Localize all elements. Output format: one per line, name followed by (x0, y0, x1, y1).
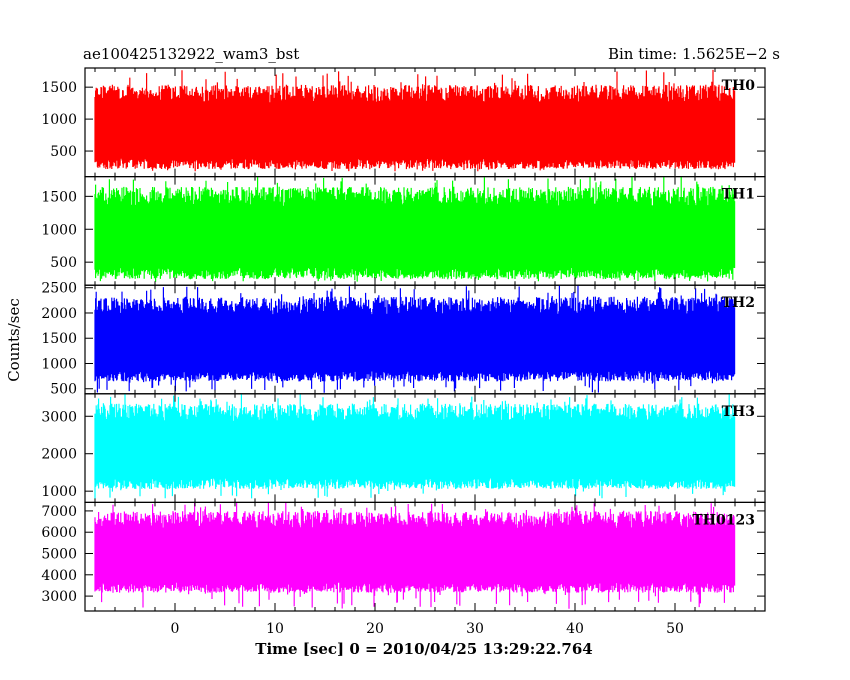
y-tick-label: 2000 (41, 306, 77, 322)
x-tick-label: 40 (566, 621, 584, 637)
y-tick-label: 1000 (41, 484, 77, 500)
y-tick-label: 500 (50, 144, 77, 160)
y-tick-label: 1000 (41, 222, 77, 238)
series-label: TH2 (722, 295, 755, 311)
series-line-th0123 (94, 502, 736, 609)
x-axis-label: Time [sec] 0 = 2010/04/25 13:29:22.764 (255, 640, 592, 658)
series-label: TH0 (722, 78, 756, 94)
x-tick-label: 50 (666, 621, 684, 637)
x-tick-label: 10 (266, 621, 284, 637)
y-axis-label: Counts/sec (5, 298, 23, 382)
y-tick-label: 1500 (41, 331, 77, 347)
title-left: ae100425132922_wam3_bst (83, 45, 299, 63)
panel-th1: 500 1000 1500 TH1 (41, 176, 766, 286)
y-tick-label: 6000 (41, 525, 77, 541)
y-tick-label: 4000 (41, 568, 77, 584)
panel-th0: 500 1000 1500 TH0 (41, 67, 766, 178)
y-tick-label: 3000 (41, 409, 77, 425)
x-tick-label: 0 (171, 621, 180, 637)
y-tick-label: 500 (50, 255, 77, 271)
y-tick-label: 7000 (41, 504, 77, 520)
panel-th0123: 3000 4000 5000 6000 7000 TH0123 0 10 20 30 40 50 (41, 501, 766, 637)
y-tick-label: 1500 (41, 189, 77, 205)
x-tick-label: 30 (466, 621, 484, 637)
panel-frame (84, 501, 766, 612)
y-tick-label: 1500 (41, 80, 77, 96)
series-label: TH0123 (692, 512, 755, 528)
series-line-th0 (94, 69, 736, 172)
title-right: Bin time: 1.5625E−2 s (608, 45, 780, 63)
y-tick-label: 2000 (41, 447, 77, 463)
y-tick-label: 3000 (41, 589, 77, 605)
y-tick-label: 1000 (41, 112, 77, 128)
y-tick-label: 2500 (41, 281, 77, 297)
y-tick-label: 1000 (41, 356, 77, 372)
y-tick-label: 5000 (41, 547, 77, 563)
x-tick-label: 20 (366, 621, 384, 637)
series-line-th1 (94, 176, 736, 282)
series-line-th2 (94, 285, 736, 393)
panel-th2: 500 1000 1500 2000 2500 TH2 (41, 281, 766, 398)
series-line-th3 (94, 393, 736, 499)
series-label: TH1 (722, 187, 755, 203)
series-label: TH3 (722, 404, 755, 420)
y-tick-label: 500 (50, 382, 77, 398)
panel-th3: 1000 2000 3000 TH3 (41, 393, 766, 503)
